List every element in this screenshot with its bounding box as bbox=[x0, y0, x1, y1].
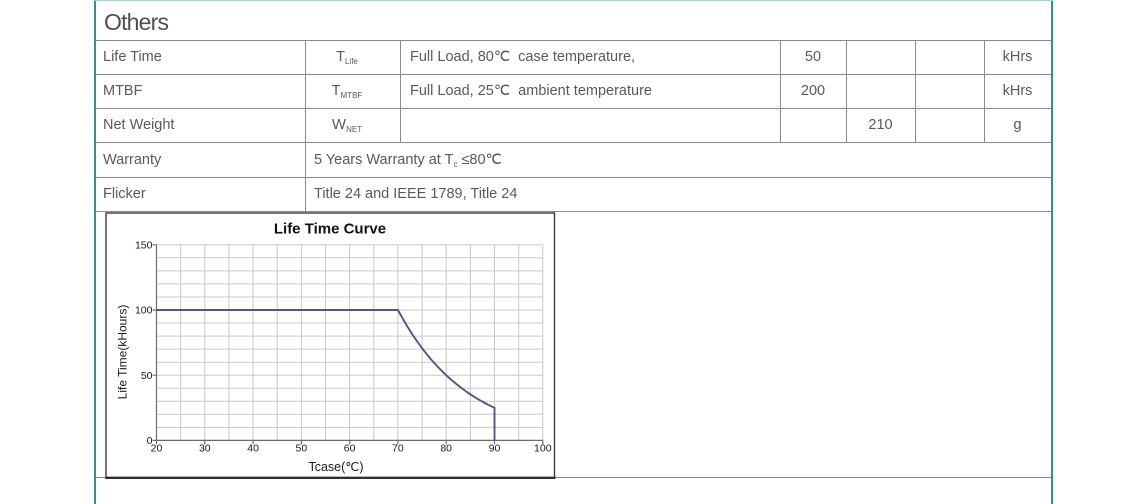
svg-text:Tcase(℃): Tcase(℃) bbox=[308, 460, 363, 474]
svg-text:60: 60 bbox=[344, 442, 356, 454]
svg-text:100: 100 bbox=[534, 442, 552, 454]
svg-text:70: 70 bbox=[392, 442, 404, 454]
svg-text:40: 40 bbox=[247, 442, 259, 454]
svg-text:150: 150 bbox=[135, 240, 153, 252]
svg-text:Life Time(kHours): Life Time(kHours) bbox=[115, 305, 129, 400]
svg-text:50: 50 bbox=[141, 370, 153, 382]
svg-text:Life Time Curve: Life Time Curve bbox=[274, 221, 386, 238]
svg-text:50: 50 bbox=[296, 442, 308, 454]
svg-text:20: 20 bbox=[151, 442, 163, 454]
svg-text:0: 0 bbox=[147, 435, 153, 447]
svg-text:90: 90 bbox=[489, 442, 501, 454]
svg-text:100: 100 bbox=[135, 305, 153, 317]
svg-text:80: 80 bbox=[440, 442, 452, 454]
svg-text:30: 30 bbox=[199, 442, 211, 454]
